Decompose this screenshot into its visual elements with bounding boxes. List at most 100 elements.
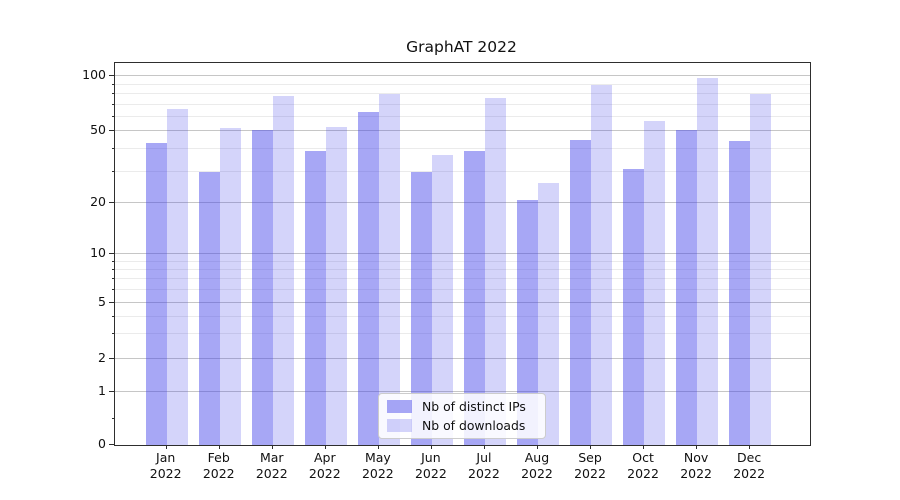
y-tick-mark xyxy=(109,358,114,359)
y-tick-mark xyxy=(109,444,114,445)
legend-label-distinct-ips: Nb of distinct IPs xyxy=(422,399,526,414)
minor-gridline xyxy=(115,170,810,172)
bar-distinct-ips-sep xyxy=(569,139,591,445)
major-gridline xyxy=(115,253,810,254)
minor-gridline xyxy=(115,278,810,280)
legend-box: Nb of distinct IPs Nb of downloads xyxy=(378,393,546,439)
major-gridline xyxy=(115,130,810,132)
bar-downloads-oct xyxy=(644,121,666,445)
bar-downloads-apr xyxy=(325,126,347,445)
bar-distinct-ips-jun xyxy=(410,171,432,445)
x-tick-mark xyxy=(165,445,167,449)
minor-gridline xyxy=(115,289,810,291)
minor-gridline xyxy=(115,83,810,85)
x-tick-year: 2022 xyxy=(414,466,447,481)
y-minor-tick-mark xyxy=(112,103,115,105)
bar-distinct-ips-nov xyxy=(675,129,698,445)
y-minor-tick-mark xyxy=(112,147,115,149)
x-tick-label: Jan 2022 xyxy=(126,450,206,482)
legend-entry-distinct-ips: Nb of distinct IPs xyxy=(387,399,537,414)
minor-gridline xyxy=(115,260,810,262)
x-tick-label: May 2022 xyxy=(338,450,418,482)
x-tick-year: 2022 xyxy=(574,466,606,481)
x-tick-label: Apr 2022 xyxy=(285,450,365,482)
chart-title: GraphAT 2022 xyxy=(406,38,517,56)
major-gridline xyxy=(115,202,810,204)
y-tick-label: 100 xyxy=(82,67,106,83)
x-tick-mark xyxy=(218,445,220,449)
x-tick-year: 2022 xyxy=(149,466,182,481)
minor-gridline xyxy=(115,93,810,95)
x-tick-label: Jul 2022 xyxy=(444,450,524,482)
x-tick-mark xyxy=(377,445,379,449)
x-tick-month: Feb xyxy=(207,450,230,465)
y-minor-tick-mark xyxy=(112,260,115,262)
y-minor-tick-mark xyxy=(112,115,115,117)
bar-downloads-jan xyxy=(166,109,188,445)
x-tick-month: Jun xyxy=(421,450,441,465)
bar-distinct-ips-feb xyxy=(198,171,220,445)
y-tick-label: 2 xyxy=(98,350,106,365)
bar-distinct-ips-mar xyxy=(251,129,273,445)
major-gridline xyxy=(115,358,810,359)
minor-gridline xyxy=(115,103,810,105)
bar-distinct-ips-jan xyxy=(145,143,167,445)
y-minor-tick-mark xyxy=(112,93,115,95)
plot-area: Nb of distinct IPs Nb of downloads xyxy=(114,62,811,446)
legend-entry-downloads: Nb of downloads xyxy=(387,418,537,433)
legend-swatch-downloads xyxy=(387,419,412,432)
y-minor-tick-mark xyxy=(112,268,115,270)
x-tick-month: Sep xyxy=(578,450,602,465)
legend-swatch-distinct-ips xyxy=(387,400,412,413)
y-tick-label: 5 xyxy=(98,294,106,310)
y-tick-mark xyxy=(109,302,114,304)
y-tick-mark xyxy=(109,202,114,204)
bar-downloads-aug xyxy=(537,182,560,445)
y-tick-mark xyxy=(109,253,114,254)
x-tick-label: Jun 2022 xyxy=(391,450,471,482)
bar-distinct-ips-apr xyxy=(304,150,326,445)
bar-downloads-jun xyxy=(431,155,454,445)
bar-downloads-jul xyxy=(484,98,507,445)
x-tick-month: May xyxy=(364,450,391,465)
x-tick-label: Oct 2022 xyxy=(603,450,683,482)
x-tick-year: 2022 xyxy=(361,466,394,481)
y-tick-mark xyxy=(109,130,114,132)
x-tick-month: Nov xyxy=(683,450,709,465)
bar-downloads-mar xyxy=(272,96,294,445)
y-minor-tick-mark xyxy=(112,83,115,85)
x-tick-month: Dec xyxy=(737,450,762,465)
x-tick-month: Jan xyxy=(156,450,176,465)
x-tick-year: 2022 xyxy=(680,466,712,481)
major-gridline xyxy=(115,302,810,304)
x-tick-month: Apr xyxy=(314,450,336,465)
major-gridline xyxy=(115,75,810,77)
bar-downloads-dec xyxy=(750,94,772,445)
minor-gridline xyxy=(115,315,810,317)
minor-gridline xyxy=(115,333,810,335)
y-tick-mark xyxy=(109,391,114,393)
minor-gridline xyxy=(115,147,810,149)
x-tick-mark xyxy=(483,445,485,449)
bar-downloads-may xyxy=(378,94,401,445)
x-tick-mark xyxy=(324,445,326,449)
y-minor-tick-mark xyxy=(112,333,115,335)
x-tick-year: 2022 xyxy=(627,466,659,481)
x-tick-year: 2022 xyxy=(255,466,288,481)
x-tick-month: Jul xyxy=(476,450,492,465)
x-tick-month: Mar xyxy=(259,450,284,465)
x-tick-mark xyxy=(536,445,538,449)
bar-distinct-ips-may xyxy=(357,111,379,445)
x-tick-label: Nov 2022 xyxy=(656,450,736,482)
y-minor-tick-mark xyxy=(112,170,115,172)
x-tick-month: Aug xyxy=(524,450,550,465)
x-tick-year: 2022 xyxy=(308,466,341,481)
x-tick-year: 2022 xyxy=(733,466,766,481)
x-tick-year: 2022 xyxy=(202,466,235,481)
x-tick-year: 2022 xyxy=(468,466,500,481)
minor-gridline xyxy=(115,268,810,270)
y-tick-label: 20 xyxy=(90,194,106,210)
y-minor-tick-mark xyxy=(112,289,115,291)
bar-downloads-feb xyxy=(219,128,241,445)
